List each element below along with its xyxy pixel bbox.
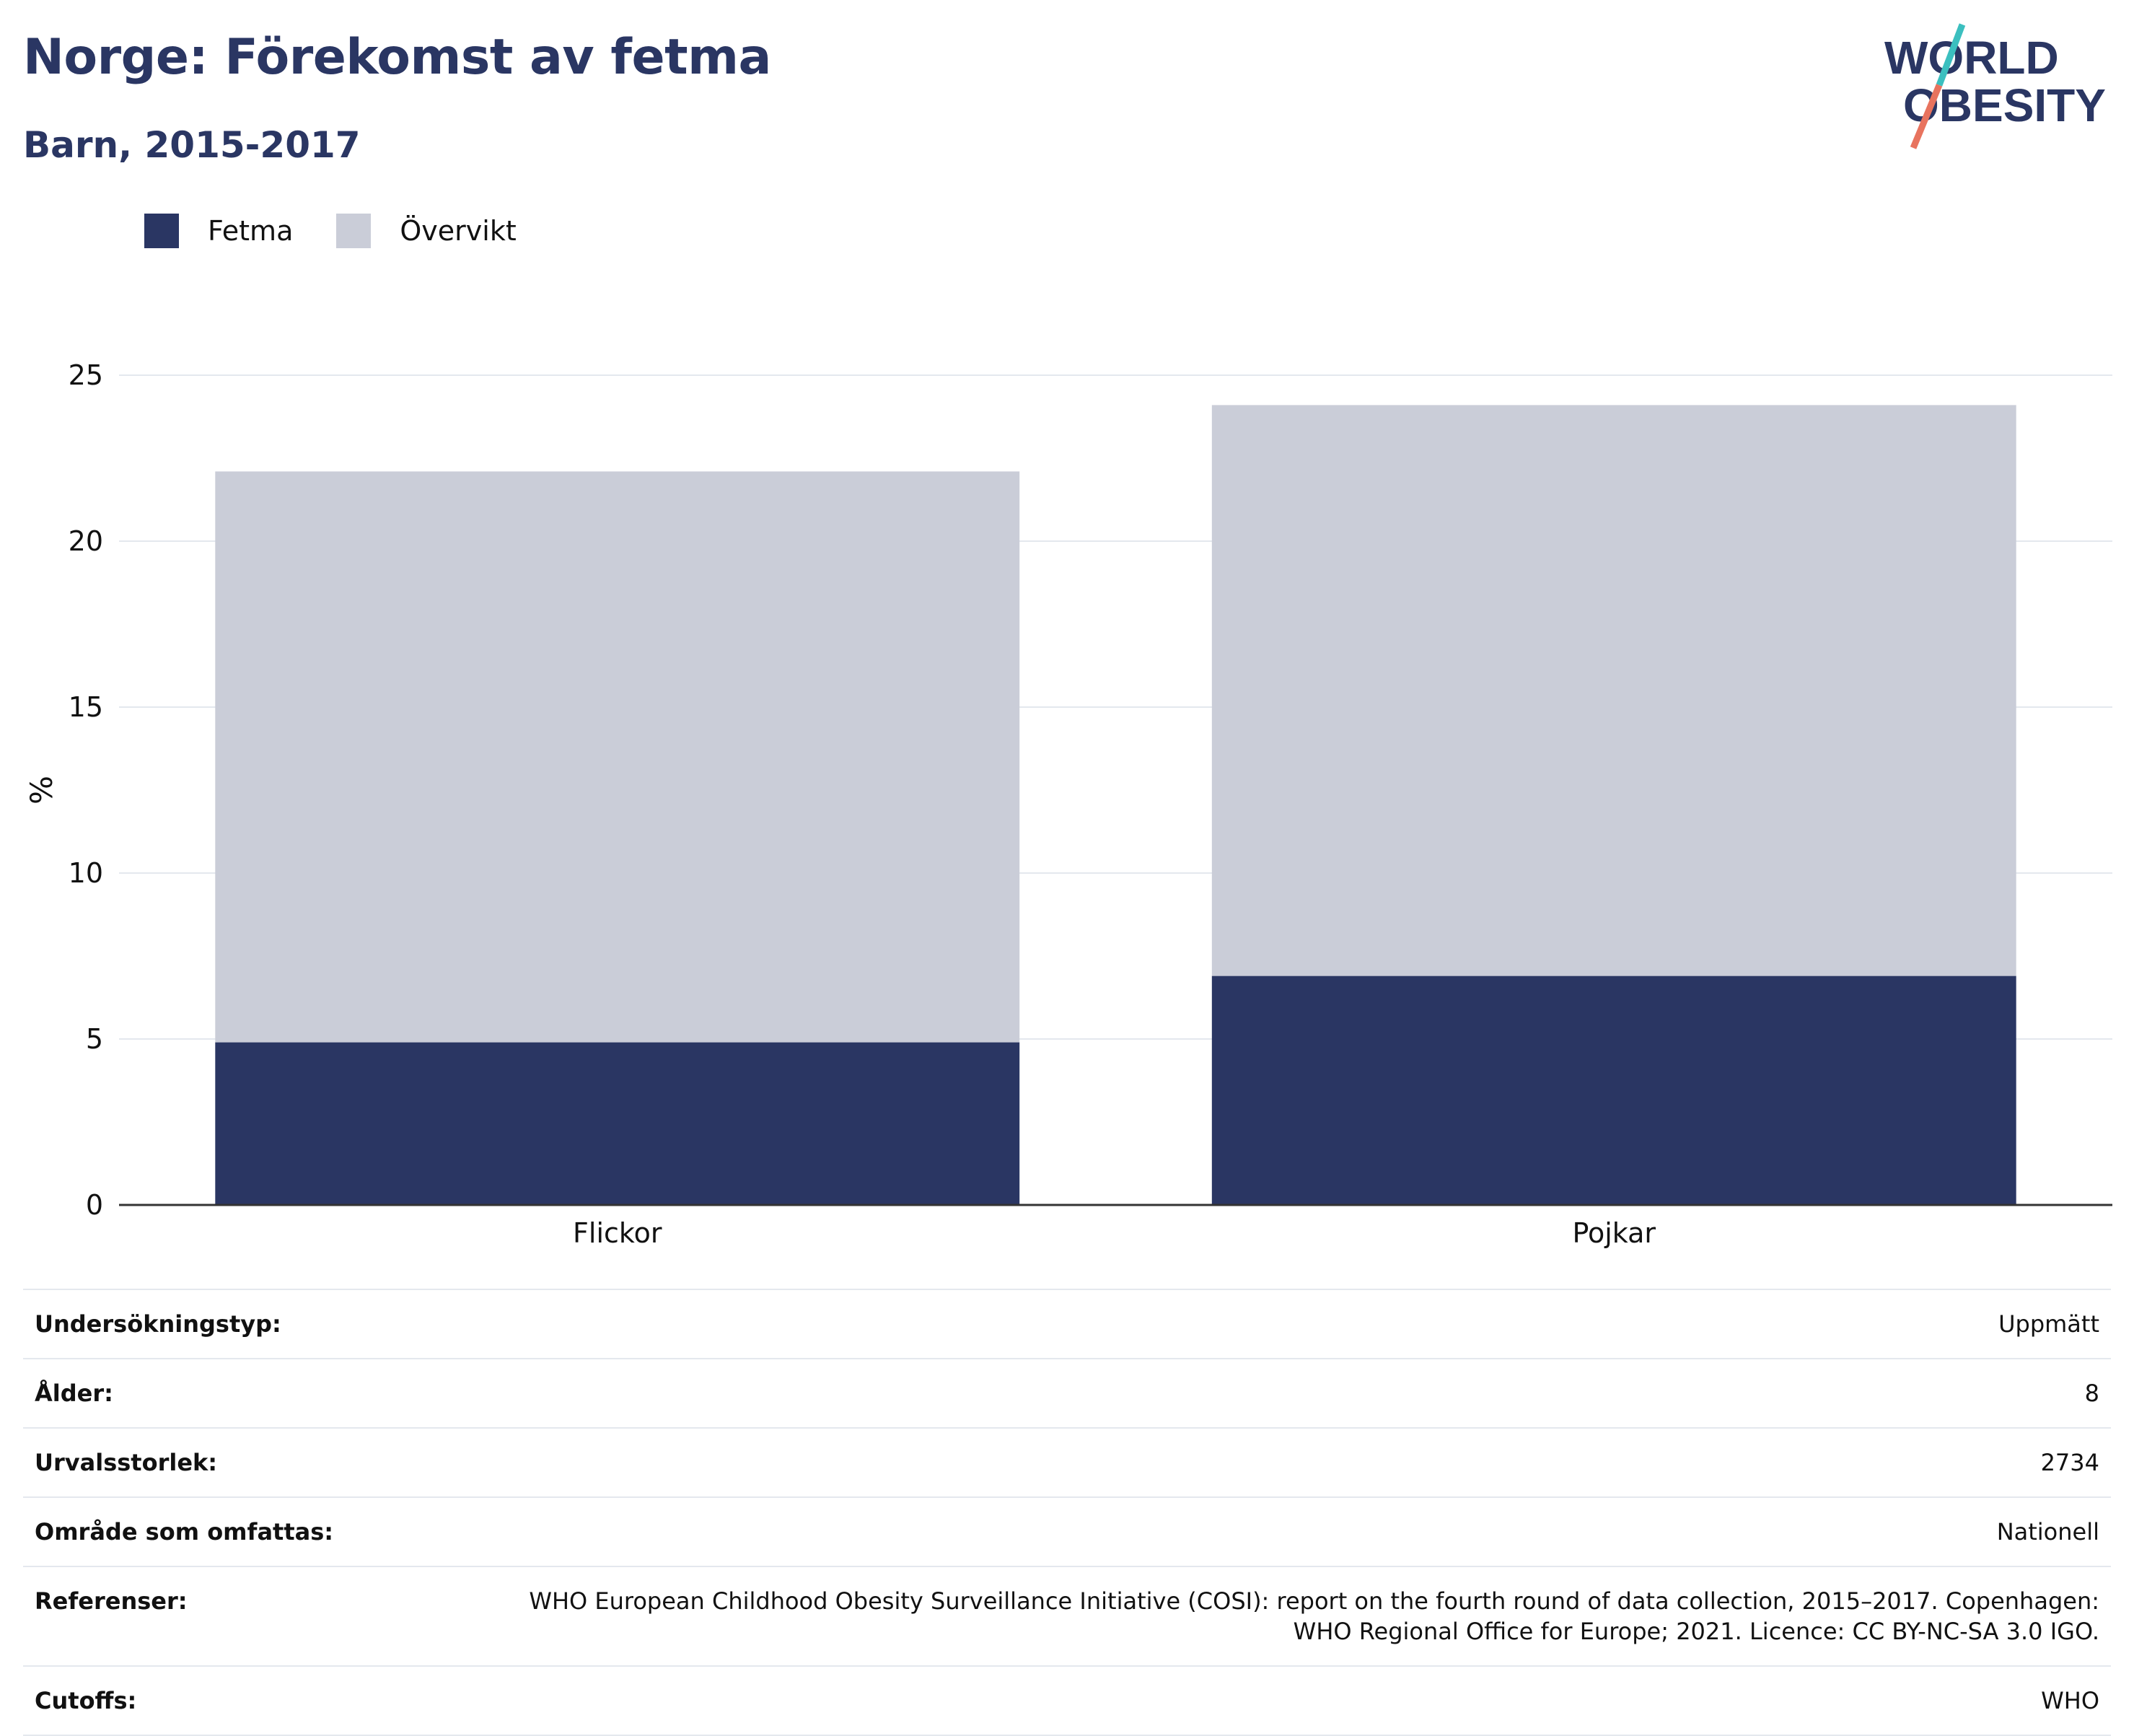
metadata-value: 2734 — [351, 1427, 2111, 1497]
y-axis-title: % — [24, 776, 59, 805]
metadata-value: Uppmätt — [351, 1289, 2111, 1359]
metadata-key: Referenser: — [23, 1566, 351, 1666]
x-tick-label-flickor: Flickor — [573, 1217, 662, 1249]
logo-slash-bottom — [1910, 84, 1943, 149]
legend-item-fetma: Fetma — [144, 214, 293, 248]
metadata-key: Undersökningstyp: — [23, 1289, 351, 1359]
metadata-value: WHO — [351, 1665, 2111, 1736]
metadata-row: Urvalsstorlek: 2734 — [23, 1427, 2111, 1497]
metadata-row: Område som omfattas: Nationell — [23, 1496, 2111, 1566]
metadata-key: Urvalsstorlek: — [23, 1427, 351, 1497]
metadata-value: Nationell — [351, 1496, 2111, 1566]
chart-title: Norge: Förekomst av fetma — [23, 29, 771, 86]
metadata-key: Cutoffs: — [23, 1665, 351, 1736]
legend-label-fetma: Fetma — [208, 215, 294, 247]
y-tick-label-20: 20 — [69, 525, 103, 557]
bar-vervikt-flickor — [215, 471, 1020, 1043]
y-tick-label-25: 25 — [69, 359, 103, 391]
metadata-value-line: WHO European Childhood Obesity Surveilla… — [529, 1587, 2099, 1615]
y-tick-label-0: 0 — [86, 1189, 103, 1221]
metadata-table: Undersökningstyp: Uppmätt Ålder: 8 Urvalssto… — [23, 1289, 2111, 1736]
legend-label-overvikt: Övervikt — [400, 215, 517, 247]
x-tick-label-pojkar: Pojkar — [1572, 1217, 1656, 1249]
metadata-row: Ålder: 8 — [23, 1358, 2111, 1428]
legend-swatch-overvikt — [336, 214, 372, 248]
legend-item-overvikt: Övervikt — [336, 214, 517, 248]
metadata-value-line: WHO Regional Office for Europe; 2021. Li… — [1293, 1618, 2099, 1645]
world-obesity-logo: WORLD OBESITY — [1884, 23, 2106, 149]
logo-slash-top — [1936, 23, 1966, 87]
y-tick-label-15: 15 — [69, 691, 103, 723]
metadata-row: Cutoffs: WHO — [23, 1665, 2111, 1736]
chart-legend: Fetma Övervikt — [144, 214, 560, 248]
metadata-key: Område som omfattas: — [23, 1496, 351, 1566]
bar-vervikt-pojkar — [1211, 405, 2016, 976]
metadata-value: WHO European Childhood Obesity Surveilla… — [351, 1566, 2111, 1666]
bar-fetma-pojkar — [1211, 976, 2016, 1205]
legend-swatch-fetma — [144, 214, 179, 248]
metadata-value: 8 — [351, 1358, 2111, 1428]
logo-text-world: WORLD — [1884, 32, 2059, 84]
stacked-bar-chart: 0 5 10 15 20 25% Flickor Pojkar — [24, 359, 2112, 1249]
metadata-row: Referenser: WHO European Childhood Obesit… — [23, 1566, 2111, 1666]
metadata-row: Undersökningstyp: Uppmätt — [23, 1289, 2111, 1359]
y-tick-label-10: 10 — [69, 857, 103, 889]
bar-fetma-flickor — [215, 1042, 1020, 1205]
chart-subtitle: Barn, 2015-2017 — [23, 124, 361, 166]
metadata-key: Ålder: — [23, 1358, 351, 1428]
y-tick-label-5: 5 — [86, 1023, 103, 1055]
